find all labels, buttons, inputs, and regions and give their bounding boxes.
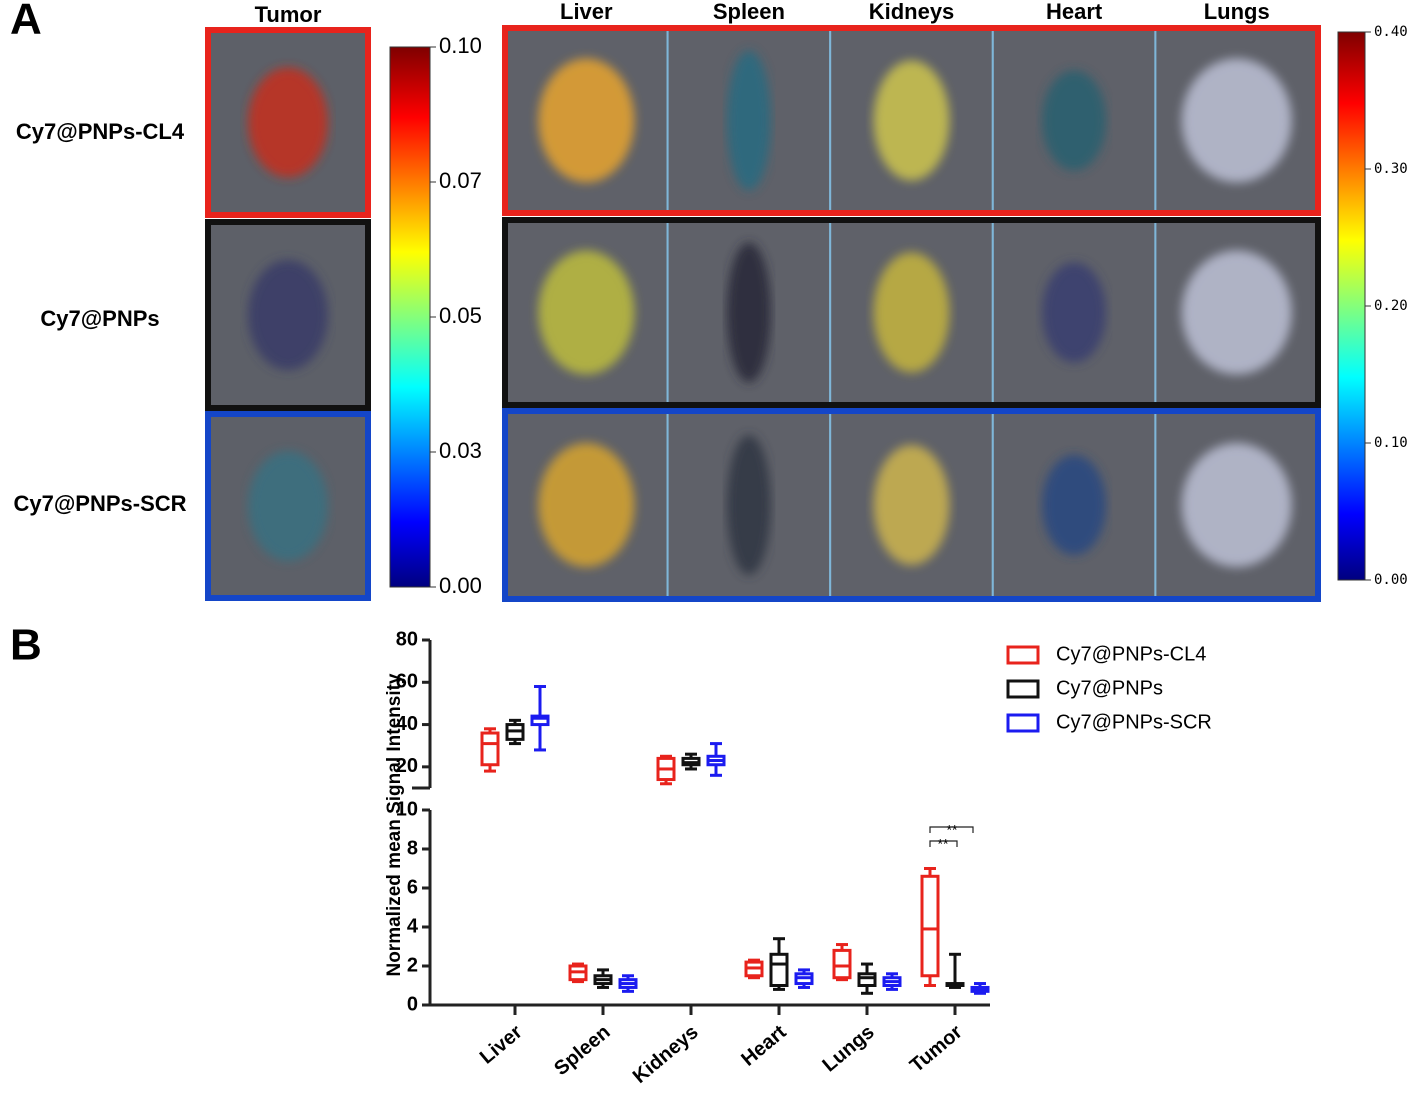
column-header: Spleen [713,0,785,24]
image-grid [205,25,1321,602]
colorbar-tick-label: 0.30 [1374,161,1408,177]
y-tick-label: 60 [396,671,418,693]
legend-swatch [1006,645,1040,665]
organ-signal [1042,70,1107,171]
organ-signal [726,242,771,383]
row-frame [502,217,1321,408]
organ-signal [538,58,635,183]
organ-signal [873,252,950,373]
tumor-signal [248,451,328,561]
y-tick-label: 6 [407,876,418,898]
organ-signal [538,443,635,567]
organ-signal [873,445,950,565]
colorbar-tick-label: 0.10 [439,33,482,58]
organ-signal [538,250,635,375]
organ-signal [1181,250,1292,375]
box [857,972,877,987]
x-tick-label: Tumor [906,1021,967,1077]
y-tick-label: 10 [396,798,418,820]
annotation: ** [947,822,958,838]
organ-signal [1042,262,1107,363]
organ-signal [1181,443,1292,567]
colorbar-tick-label: 0.00 [1374,572,1408,588]
colorbar-tick-label: 0.40 [1374,24,1408,40]
tumor-signal [248,67,328,178]
box [480,731,500,767]
organ-signal [726,50,771,191]
legend-label: Cy7@PNPs [1056,677,1163,699]
organ-signal [1181,58,1292,183]
organ-signal [1042,455,1107,555]
row-label: Cy7@PNPs [40,306,159,331]
column-header: Tumor [255,2,322,27]
colorbar [1337,31,1366,581]
column-header: Heart [1046,0,1103,24]
y-tick-label: 0 [407,993,418,1015]
organ-signal [873,60,950,181]
row-label: Cy7@PNPs-SCR [13,491,186,516]
panel-label: B [10,621,42,670]
colorbar-tick-label: 0.03 [439,438,482,463]
box [832,948,852,980]
colorbar-tick-label: 0.05 [439,303,482,328]
organ-signal [726,435,771,575]
tumor-signal [248,260,328,370]
y-tick-label: 4 [407,915,419,937]
x-tick-label: Lungs [819,1021,879,1076]
x-tick-label: Heart [737,1021,791,1071]
colorbar-tick-label: 0.10 [1374,435,1408,451]
y-tick-label: 40 [396,713,418,735]
legend-swatch [1006,713,1040,733]
y-tick-label: 80 [396,628,418,650]
y-tick-label: 8 [407,837,418,859]
colorbar-tick-label: 0.20 [1374,298,1408,314]
panel-label: A [10,0,42,44]
y-tick-label: 20 [396,755,418,777]
x-tick-label: Spleen [550,1021,614,1080]
legend-label: Cy7@PNPs-SCR [1056,711,1212,733]
significance-bracket [929,826,974,847]
row-label: Cy7@PNPs-CL4 [16,119,185,144]
column-header: Liver [560,0,613,24]
x-tick-label: Kidneys [629,1021,703,1088]
colorbar-tick-label: 0.00 [439,573,482,598]
x-tick-label: Liver [476,1021,527,1069]
column-header: Lungs [1204,0,1270,24]
row-frame [502,25,1321,216]
colorbar-tick-label: 0.07 [439,168,482,193]
annotation: ** [938,836,949,852]
y-axis-label: Normalized mean Signal Intensity [384,673,405,976]
legend-label: Cy7@PNPs-CL4 [1056,643,1206,665]
legend-swatch [1006,679,1040,699]
colorbar [389,46,431,588]
box [530,714,550,727]
box [769,952,789,987]
column-header: Kidneys [869,0,955,24]
row-frame [502,408,1321,602]
box [920,874,940,978]
y-tick-label: 2 [407,954,418,976]
